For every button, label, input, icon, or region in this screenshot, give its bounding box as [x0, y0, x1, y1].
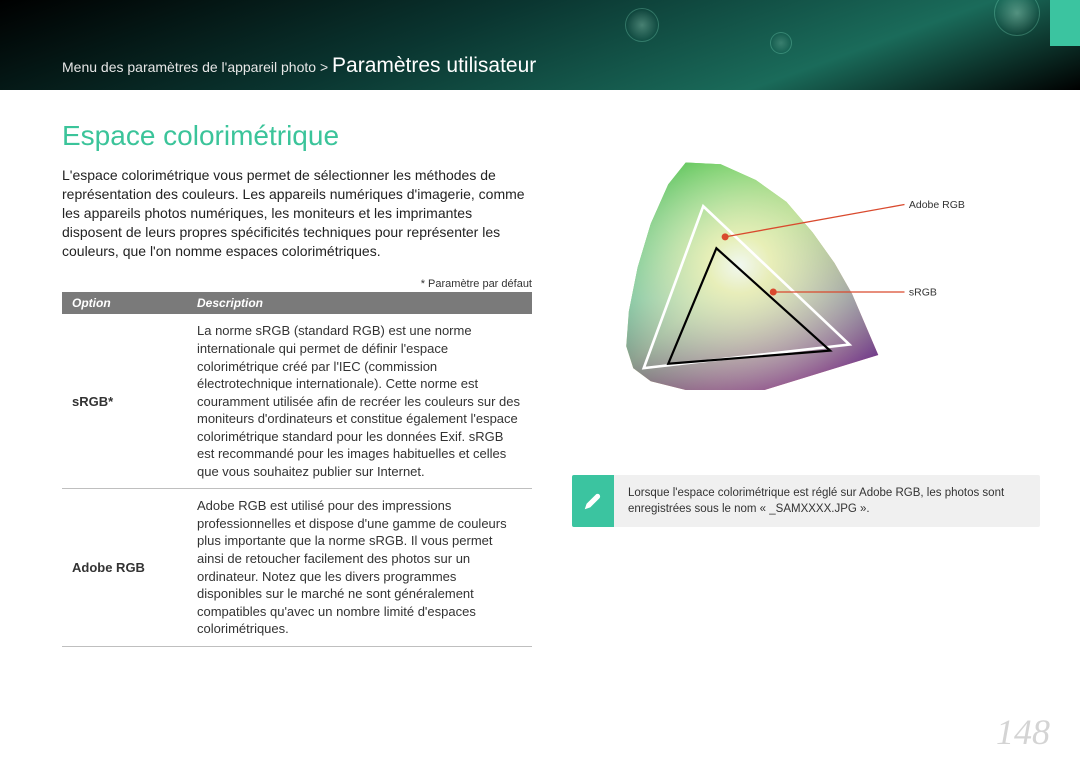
section-title: Espace colorimétrique [62, 120, 532, 152]
decoration-flare [625, 8, 659, 42]
default-note: * Paramètre par défaut [62, 278, 532, 290]
page-number: 148 [996, 711, 1050, 753]
decoration-flare [994, 0, 1040, 36]
content-area: Espace colorimétrique L'espace colorimét… [62, 120, 1040, 735]
table-header-description: Description [187, 292, 532, 314]
pen-icon [572, 475, 614, 527]
breadcrumb: Menu des paramètres de l'appareil photo … [62, 54, 536, 78]
left-column: Espace colorimétrique L'espace colorimét… [62, 120, 532, 735]
option-name: Adobe RGB [62, 489, 187, 646]
option-description: La norme sRGB (standard RGB) est une nor… [187, 314, 532, 488]
srgb-label: sRGB [909, 287, 937, 299]
table-row: Adobe RGB Adobe RGB est utilisé pour des… [62, 489, 532, 646]
note-text: Lorsque l'espace colorimétrique est régl… [614, 475, 1040, 527]
breadcrumb-main: Paramètres utilisateur [332, 54, 536, 77]
intro-paragraph: L'espace colorimétrique vous permet de s… [62, 166, 532, 260]
color-space-diagram: Adobe RGB sRGB [572, 120, 992, 450]
table-header-option: Option [62, 292, 187, 314]
decoration-flare [770, 32, 792, 54]
options-table: Option Description sRGB* La norme sRGB (… [62, 292, 532, 646]
option-name: sRGB* [62, 314, 187, 488]
header-band: Menu des paramètres de l'appareil photo … [0, 0, 1080, 90]
table-row: sRGB* La norme sRGB (standard RGB) est u… [62, 314, 532, 488]
adobe-label: Adobe RGB [909, 199, 965, 211]
option-description: Adobe RGB est utilisé pour des impressio… [187, 489, 532, 646]
note-box: Lorsque l'espace colorimétrique est régl… [572, 475, 1040, 527]
right-column: Adobe RGB sRGB Lorsque l'espace colorimé… [572, 120, 1040, 735]
breadcrumb-prefix: Menu des paramètres de l'appareil photo … [62, 59, 332, 75]
